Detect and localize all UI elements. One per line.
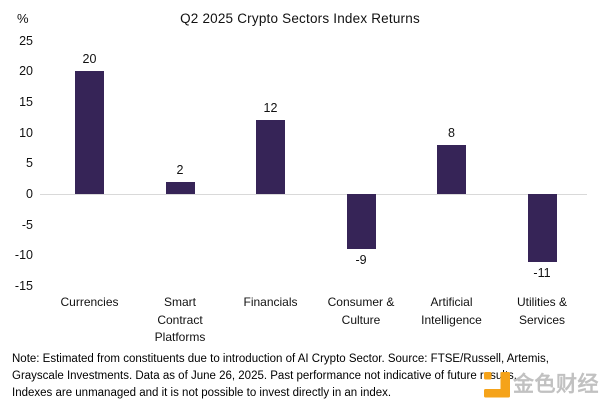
y-axis-tick-label: 5 (26, 156, 33, 171)
bar-financials (256, 120, 285, 194)
y-axis-tick-label: 0 (26, 187, 33, 201)
zero-gridline (40, 193, 587, 195)
chart-title: Q2 2025 Crypto Sectors Index Returns (180, 11, 420, 26)
bar-currencies (75, 71, 104, 194)
category-label: Smart Contract Platforms (154, 295, 206, 344)
data-label: 12 (263, 101, 278, 116)
footnote: Note: Estimated from constituents due to… (12, 353, 549, 399)
data-label: 2 (176, 162, 184, 177)
category-label: Currencies (60, 295, 119, 309)
y-axis-tick-label: -10 (14, 248, 33, 263)
watermark: 金色财经 (484, 371, 599, 398)
bar-smart-contract-platforms (165, 181, 195, 194)
y-axis-tick-label: 15 (19, 94, 33, 109)
jinse-logo-icon (484, 371, 510, 398)
data-label: -9 (355, 253, 367, 268)
bar-artificial-intelligence (437, 144, 466, 194)
category-label: Consumer & Culture (327, 295, 395, 327)
category-label: Financials (243, 295, 298, 309)
y-axis-tick-label: -15 (14, 279, 33, 294)
y-axis-tick-label: -5 (21, 217, 33, 232)
data-label: 8 (448, 125, 455, 140)
data-label: -11 (533, 265, 551, 280)
bar-utilities-services (527, 194, 557, 262)
category-label: Utilities & Services (516, 295, 567, 327)
category-label: Artificial Intelligence (421, 295, 482, 327)
y-axis-tick-label: 25 (19, 33, 33, 48)
y-axis-unit-label: % (17, 11, 29, 26)
bar-consumer-culture (346, 194, 376, 250)
y-axis-tick-label: 20 (19, 64, 33, 79)
y-axis-tick-label: 10 (19, 125, 33, 140)
watermark-text: 金色财经 (513, 373, 599, 396)
data-label: 20 (82, 52, 97, 67)
